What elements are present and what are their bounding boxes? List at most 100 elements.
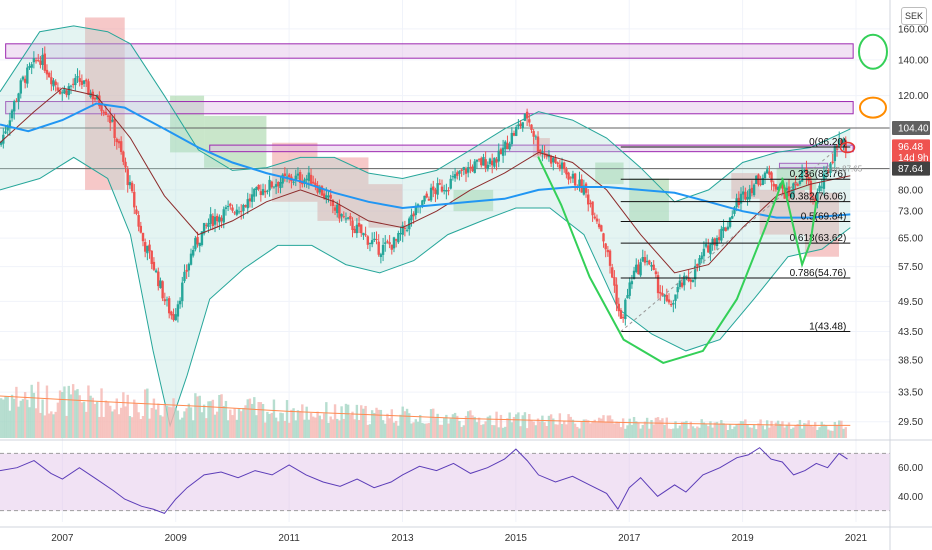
candle-body — [497, 150, 500, 162]
price-tick-label: 49.50 — [898, 297, 923, 308]
candle-body — [504, 141, 507, 150]
volume-bar — [571, 419, 575, 438]
volume-bar — [831, 430, 834, 438]
volume-bar — [582, 419, 586, 438]
candle-body — [115, 138, 119, 143]
volume-bar — [429, 409, 433, 438]
volume-bar — [807, 420, 810, 438]
candle-body — [309, 174, 313, 184]
rsi-panel — [0, 439, 932, 514]
candle-body — [318, 186, 321, 193]
currency-button[interactable]: SEK — [901, 7, 927, 25]
candle-body — [722, 226, 725, 231]
volume-bar — [659, 420, 662, 438]
candle-body — [798, 181, 802, 185]
volume-bar — [541, 415, 544, 438]
volume-bar — [63, 386, 66, 438]
volume-bar — [157, 403, 160, 438]
candle-body — [704, 244, 708, 247]
volume-bar — [456, 415, 459, 438]
volume-bar — [696, 426, 699, 438]
candle-body — [106, 115, 110, 117]
bullish-cloud-segment — [453, 189, 494, 212]
candle-body — [202, 223, 206, 234]
volume-bar — [783, 427, 786, 438]
candle-body — [440, 186, 444, 192]
candle-body — [442, 190, 446, 192]
volume-bar — [264, 422, 267, 438]
volume-bar — [100, 388, 103, 438]
volume-bar — [93, 403, 97, 438]
candle-body — [512, 132, 516, 136]
candle-body — [198, 242, 201, 247]
candle-body — [292, 181, 295, 183]
volume-bar — [346, 404, 350, 438]
candle-body — [113, 118, 116, 139]
candle-body — [211, 215, 215, 226]
volume-bar — [619, 427, 623, 438]
price-tag — [892, 139, 930, 154]
candle-body — [4, 131, 7, 134]
candle-body — [814, 198, 817, 202]
volume-bar — [200, 412, 204, 438]
volume-bar — [172, 398, 175, 438]
candle-body — [235, 209, 239, 215]
volume-bar — [58, 390, 62, 438]
volume-bar — [17, 406, 20, 438]
volume-bar — [528, 414, 531, 438]
fib-level-label: 0.382(76.06) — [790, 192, 847, 203]
price-tag-label: 87.64 — [898, 164, 923, 175]
candle-body — [811, 196, 815, 198]
candle-body — [6, 125, 9, 131]
candle-body — [761, 177, 765, 186]
volume-bar — [761, 425, 765, 438]
volume-bar — [285, 400, 289, 438]
volume-bar — [41, 399, 44, 438]
candle-body — [597, 223, 601, 228]
volume-bar — [805, 423, 808, 438]
candle-body — [397, 233, 400, 243]
candle-body — [56, 87, 60, 91]
candle-body — [438, 183, 442, 185]
candle-body — [69, 85, 73, 87]
candle-body — [316, 185, 319, 193]
volume-bar — [663, 424, 666, 438]
candle-body — [357, 222, 361, 227]
candle-body — [617, 303, 620, 312]
volume-bar — [713, 422, 717, 438]
candle-body — [728, 217, 732, 227]
volume-bar — [167, 406, 171, 438]
volume-bar — [65, 415, 68, 438]
volume-bar — [353, 419, 356, 438]
volume-bar — [294, 420, 297, 438]
volume-bar — [425, 423, 428, 438]
volume-bar — [641, 424, 644, 438]
volume-bar — [508, 412, 511, 438]
candle-body — [750, 187, 754, 194]
volume-bar — [608, 415, 612, 438]
price-tag — [892, 121, 930, 136]
volume-bar — [421, 422, 424, 438]
volume-bar — [117, 414, 121, 438]
candle-body — [104, 111, 108, 115]
candle-body — [637, 264, 640, 275]
volume-bar — [327, 422, 330, 438]
volume-bar — [645, 417, 649, 438]
volume-bar — [787, 422, 791, 438]
volume-bar — [87, 385, 90, 438]
candle-body — [460, 169, 463, 172]
volume-bar — [460, 426, 463, 438]
candle-body — [191, 249, 195, 256]
volume-bar — [163, 404, 167, 438]
candle-body — [469, 166, 472, 168]
candle-body — [50, 77, 53, 85]
volume-bar — [244, 405, 247, 438]
candle-body — [608, 250, 612, 266]
volume-bar — [717, 423, 721, 438]
volume-bar — [628, 418, 631, 438]
bollinger-bands — [0, 25, 851, 428]
candle-body — [215, 215, 219, 222]
candle-body — [87, 81, 90, 95]
volume-bar — [669, 429, 673, 438]
